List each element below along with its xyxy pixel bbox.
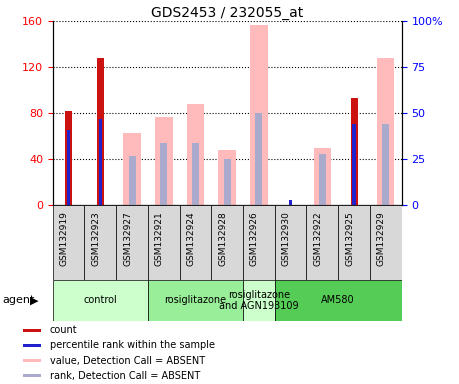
Bar [179, 205, 211, 280]
Text: GSM132922: GSM132922 [313, 212, 322, 266]
Bar [243, 280, 275, 321]
Bar [160, 143, 167, 205]
Bar [129, 156, 135, 205]
Bar [84, 205, 116, 280]
Bar [319, 154, 326, 205]
Text: GSM132919: GSM132919 [60, 212, 69, 266]
Bar [382, 124, 389, 205]
Bar [275, 205, 307, 280]
Text: rosiglitazone
and AGN193109: rosiglitazone and AGN193109 [219, 290, 299, 311]
Text: rosiglitazone: rosiglitazone [164, 295, 227, 306]
Text: ▶: ▶ [30, 295, 39, 306]
Bar [67, 130, 70, 205]
Bar [243, 205, 275, 280]
Text: AM580: AM580 [321, 295, 355, 306]
Bar [289, 200, 292, 205]
Text: GSM132923: GSM132923 [91, 212, 101, 266]
Bar [123, 133, 141, 205]
Bar [370, 205, 402, 280]
Bar [313, 148, 331, 205]
Bar [65, 111, 72, 205]
Text: agent: agent [2, 295, 35, 306]
Bar [53, 205, 84, 280]
Bar [53, 280, 148, 321]
Bar [187, 104, 204, 205]
Bar [22, 329, 41, 331]
Text: GSM132921: GSM132921 [155, 212, 164, 266]
Bar [353, 124, 356, 205]
Bar [255, 113, 263, 205]
Text: GSM132924: GSM132924 [186, 212, 196, 266]
Text: control: control [84, 295, 117, 306]
Bar [99, 119, 102, 205]
Bar [155, 117, 173, 205]
Text: value, Detection Call = ABSENT: value, Detection Call = ABSENT [50, 356, 205, 366]
Bar [211, 205, 243, 280]
Text: GSM132930: GSM132930 [282, 212, 291, 266]
Text: GSM132925: GSM132925 [345, 212, 354, 266]
Bar [338, 205, 370, 280]
Text: GSM132926: GSM132926 [250, 212, 259, 266]
Bar [218, 150, 236, 205]
Text: rank, Detection Call = ABSENT: rank, Detection Call = ABSENT [50, 371, 200, 381]
Text: percentile rank within the sample: percentile rank within the sample [50, 340, 215, 350]
Bar [377, 58, 394, 205]
Bar [22, 344, 41, 347]
Bar [307, 205, 338, 280]
Title: GDS2453 / 232055_at: GDS2453 / 232055_at [151, 6, 303, 20]
Bar [148, 280, 243, 321]
Bar [22, 374, 41, 377]
Bar [148, 205, 179, 280]
Bar [250, 25, 268, 205]
Bar [275, 280, 402, 321]
Bar [192, 143, 199, 205]
Bar [116, 205, 148, 280]
Text: GSM132928: GSM132928 [218, 212, 227, 266]
Bar [22, 359, 41, 362]
Text: GSM132927: GSM132927 [123, 212, 132, 266]
Text: GSM132929: GSM132929 [377, 212, 386, 266]
Text: count: count [50, 325, 77, 335]
Bar [351, 98, 358, 205]
Bar [224, 159, 231, 205]
Bar [97, 58, 104, 205]
